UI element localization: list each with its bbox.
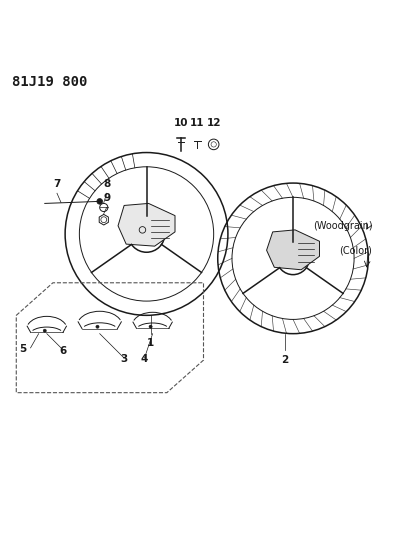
Text: (Color): (Color) bbox=[339, 245, 372, 255]
Circle shape bbox=[149, 325, 152, 328]
Polygon shape bbox=[118, 204, 175, 246]
Text: 4: 4 bbox=[141, 354, 148, 364]
Text: 1: 1 bbox=[147, 338, 154, 348]
Text: (Woodgrain): (Woodgrain) bbox=[313, 221, 372, 231]
Text: 10: 10 bbox=[174, 118, 188, 128]
Circle shape bbox=[96, 325, 99, 328]
Text: 7: 7 bbox=[53, 179, 61, 189]
Text: 81J19 800: 81J19 800 bbox=[12, 75, 88, 89]
Text: 5: 5 bbox=[19, 344, 26, 354]
Circle shape bbox=[43, 329, 46, 333]
Text: 2: 2 bbox=[281, 355, 289, 365]
Text: 9: 9 bbox=[103, 193, 110, 204]
Text: 8: 8 bbox=[103, 179, 110, 189]
Text: 12: 12 bbox=[206, 118, 221, 128]
Text: 6: 6 bbox=[59, 346, 67, 356]
Polygon shape bbox=[267, 230, 319, 270]
Text: 11: 11 bbox=[190, 118, 205, 128]
Text: 3: 3 bbox=[120, 354, 128, 364]
Circle shape bbox=[97, 198, 103, 204]
